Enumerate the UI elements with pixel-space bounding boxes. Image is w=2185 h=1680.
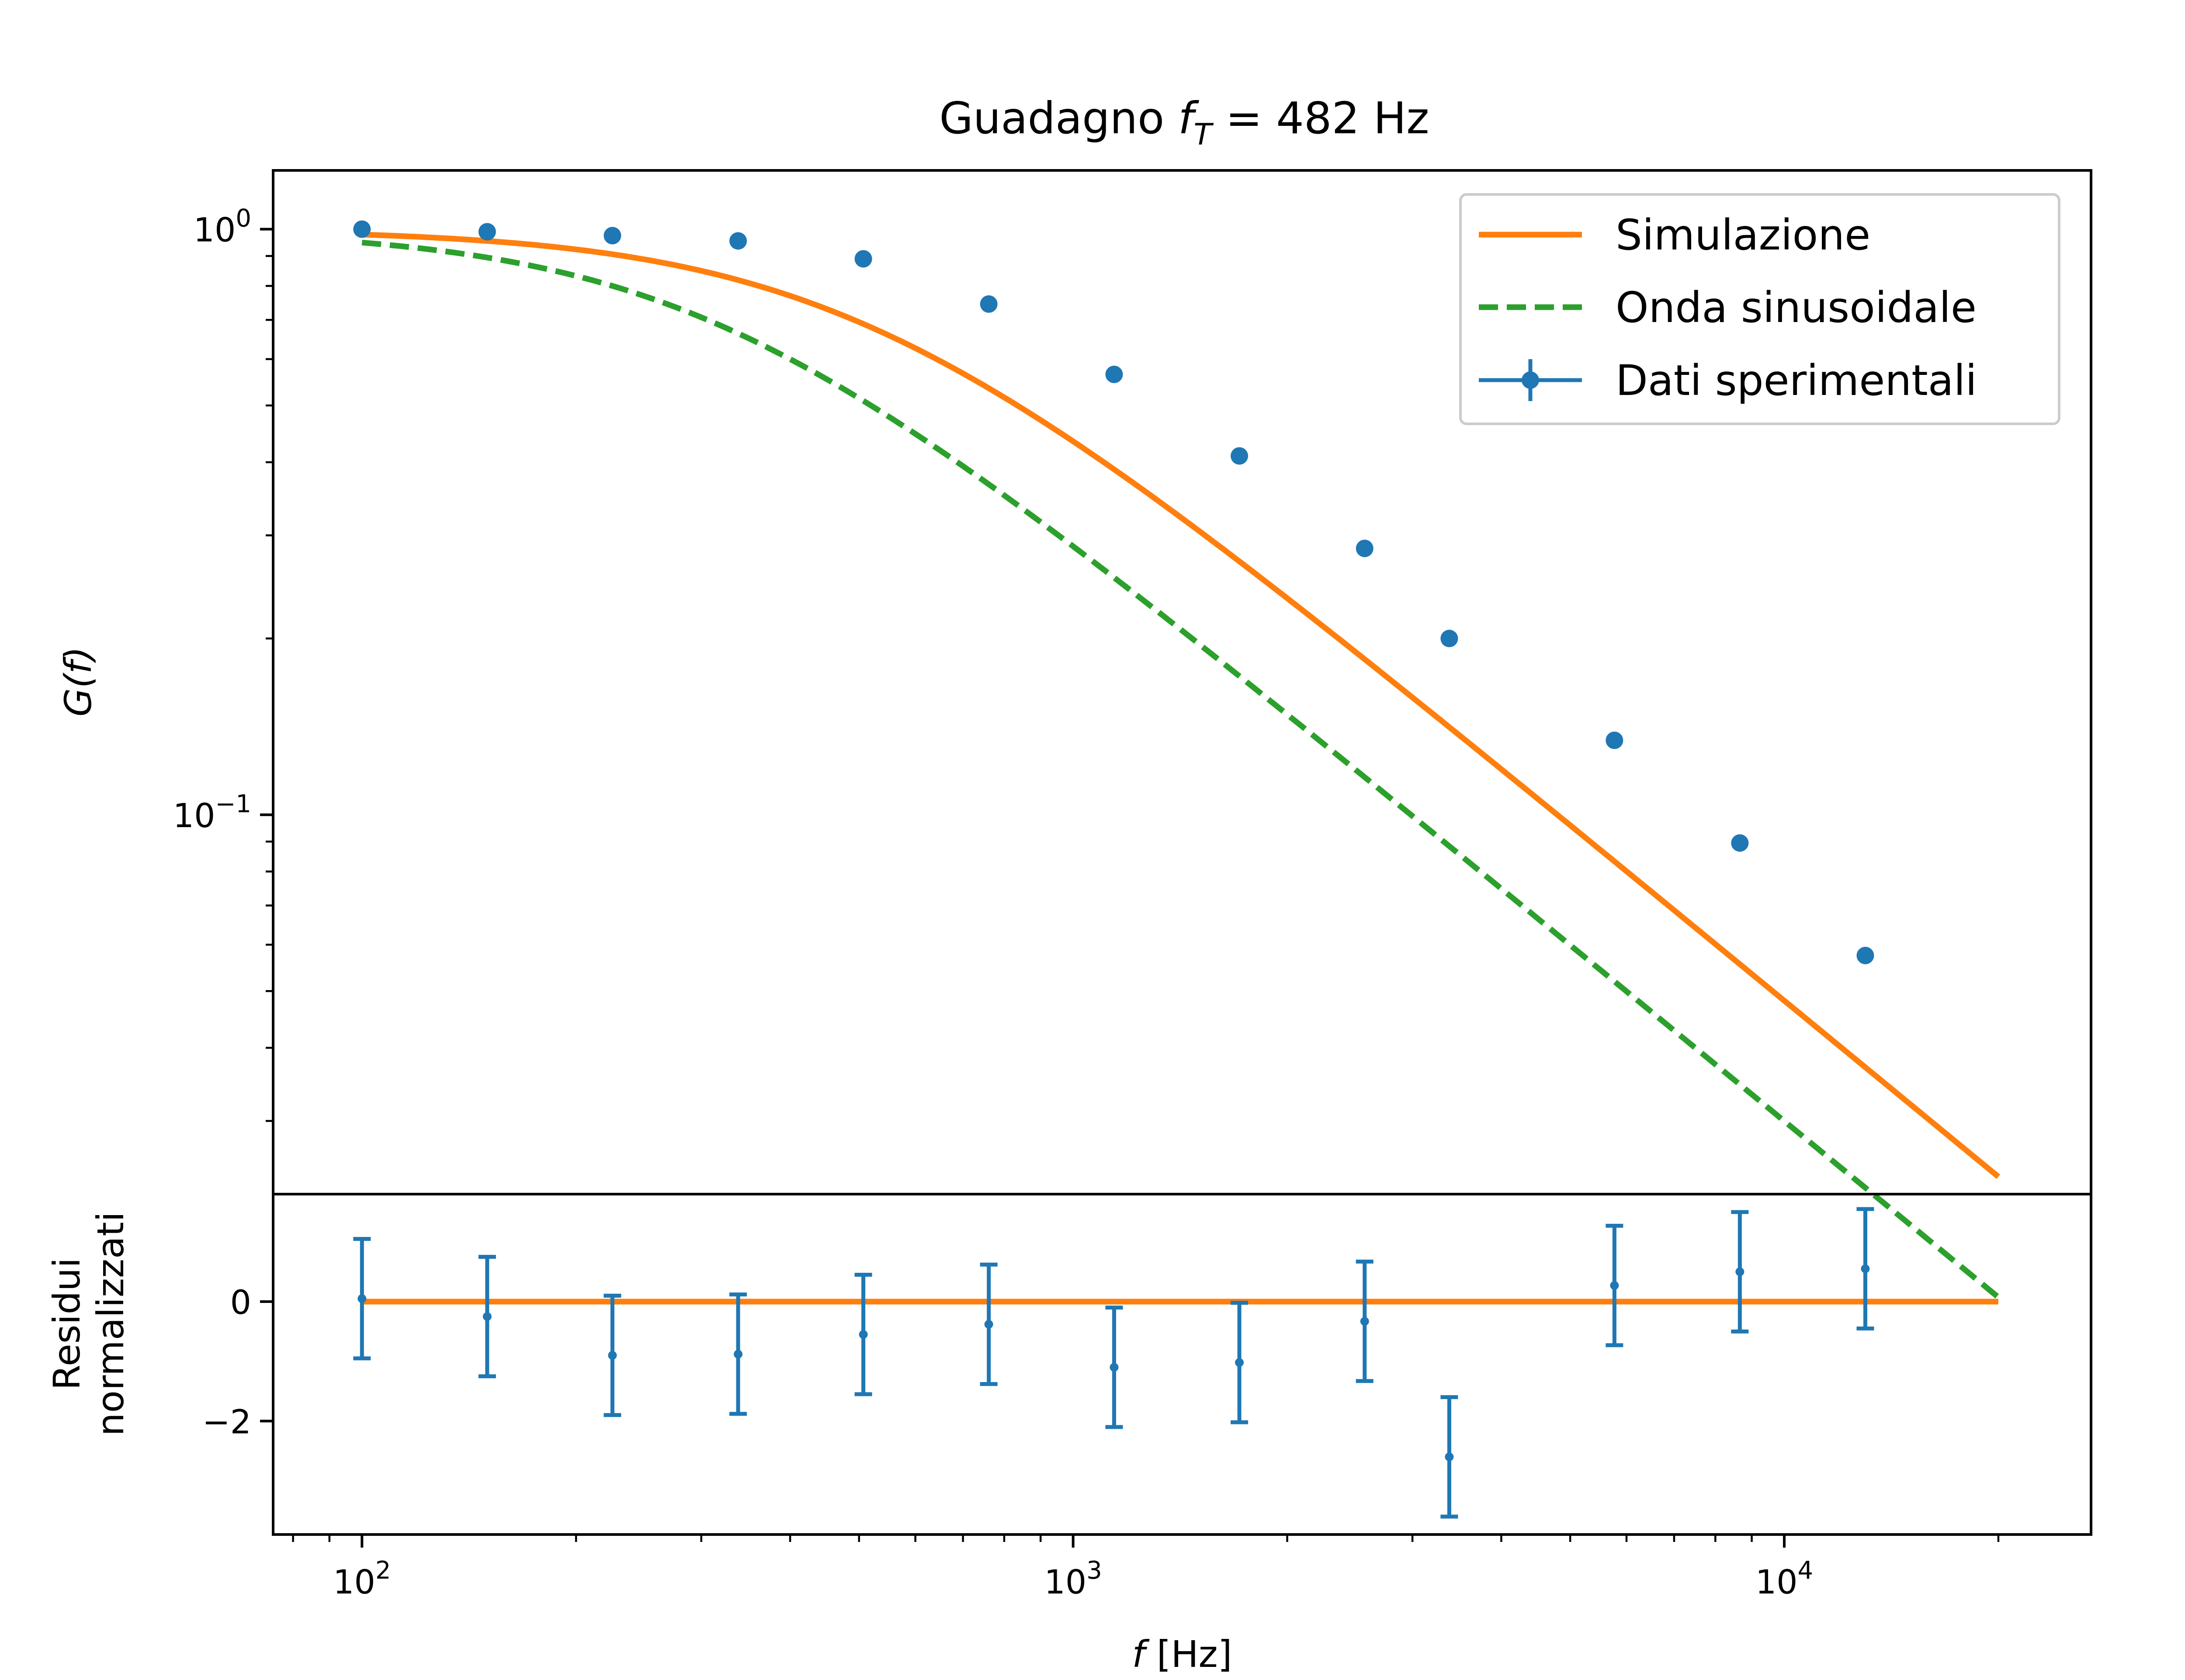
data-point: [980, 295, 998, 313]
data-point: [1105, 365, 1123, 383]
residual-point: [1861, 1264, 1870, 1273]
legend-swatch-data-point: [1522, 371, 1539, 389]
legend-box: [1459, 193, 2060, 425]
residual-point: [1235, 1358, 1244, 1367]
bottom-y-axis-label-line-1: Residui: [45, 1257, 88, 1390]
data-point: [729, 232, 747, 250]
data-point: [1606, 731, 1623, 749]
legend: Simulazione Onda sinusoidale Dati sperimen…: [1459, 193, 2060, 425]
bottom-panel-frame: [272, 1193, 2092, 1536]
residual-point: [859, 1330, 868, 1339]
top-y-axis-label: G(f): [57, 647, 100, 717]
data-point: [1731, 834, 1749, 852]
data-point: [353, 220, 371, 238]
residual-point: [608, 1351, 617, 1360]
sine-wave-curve: [361, 239, 2001, 1300]
data-point: [603, 227, 621, 245]
chart-title: Guadagno fT = 482 Hz: [939, 93, 1429, 152]
top-y-tick-label: 100: [194, 204, 251, 249]
legend-label: Dati sperimentali: [1616, 356, 1977, 405]
x-tick-label: 102: [333, 1556, 391, 1601]
legend-label: Simulazione: [1616, 211, 1870, 260]
bottom-y-axis-label-line-2: normalizzati: [89, 1212, 132, 1436]
residual-point: [1110, 1363, 1119, 1372]
x-tick-label: 103: [1044, 1556, 1102, 1601]
series-layer: [353, 220, 2001, 1519]
residual-point: [482, 1312, 492, 1321]
data-point: [1231, 447, 1249, 465]
bottom-y-tick-label: 0: [230, 1283, 251, 1322]
data-point: [1356, 540, 1373, 558]
residual-point: [1610, 1281, 1619, 1290]
residual-point: [357, 1294, 367, 1303]
residual-point: [1445, 1452, 1454, 1462]
residual-point: [1735, 1267, 1745, 1276]
residual-point: [984, 1320, 993, 1329]
bottom-y-tick-label: −2: [202, 1402, 251, 1441]
data-point: [1440, 630, 1458, 648]
x-tick-label: 104: [1755, 1556, 1813, 1601]
data-point: [478, 223, 496, 241]
simulation-curve: [362, 232, 2001, 1179]
residual-point: [734, 1350, 743, 1359]
data-point: [1856, 946, 1874, 964]
axes-layer: 102 103 104 100 10−1 0 −2: [173, 169, 2092, 1601]
x-axis-label: f [Hz]: [1132, 1633, 1232, 1676]
residual-point: [1360, 1317, 1369, 1326]
data-point: [854, 250, 872, 268]
legend-label: Onda sinusoidale: [1616, 283, 1977, 332]
top-y-tick-label: 10−1: [173, 790, 251, 835]
